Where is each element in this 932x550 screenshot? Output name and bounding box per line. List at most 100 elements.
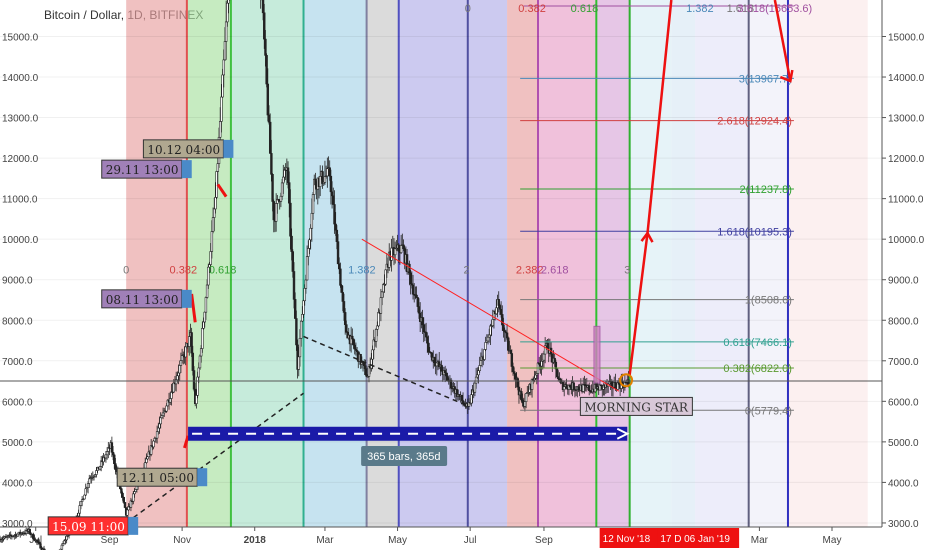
y-tick-label-left: 9000.0 bbox=[2, 276, 33, 287]
candle bbox=[298, 337, 302, 358]
candle bbox=[191, 352, 195, 371]
time-label-text: 15.09 11:00 bbox=[52, 520, 125, 534]
candle bbox=[379, 297, 383, 314]
candle bbox=[98, 466, 102, 470]
candle bbox=[159, 417, 162, 425]
x-tick-label: Sep bbox=[535, 535, 553, 546]
candle bbox=[328, 167, 331, 177]
fib-ext-level-label: 1.618(10195.3) bbox=[717, 226, 792, 238]
candle bbox=[289, 202, 292, 237]
candle bbox=[562, 386, 566, 391]
candle bbox=[161, 412, 165, 416]
fib-ext-level-label: 0(5779.4) bbox=[745, 405, 792, 417]
candle bbox=[135, 485, 139, 490]
candle bbox=[290, 235, 293, 252]
fib-time-band bbox=[126, 0, 187, 527]
candle bbox=[460, 394, 464, 401]
x-date-badge-label: 17 De bbox=[660, 534, 687, 545]
candle bbox=[461, 400, 465, 404]
candle bbox=[499, 309, 503, 315]
candle bbox=[271, 174, 274, 202]
candle bbox=[345, 324, 348, 333]
candle bbox=[426, 336, 429, 344]
entry-circle bbox=[619, 373, 634, 388]
candle bbox=[491, 319, 494, 326]
candle bbox=[39, 543, 42, 549]
candle bbox=[422, 324, 425, 333]
candle bbox=[377, 311, 380, 327]
candle bbox=[83, 494, 86, 500]
y-tick-label: 13000.0 bbox=[888, 114, 925, 125]
candle bbox=[190, 332, 193, 354]
candle bbox=[267, 114, 271, 123]
x-tick-label: Jul bbox=[464, 535, 477, 546]
candle bbox=[390, 247, 393, 261]
fib-time-band bbox=[303, 0, 367, 527]
candle bbox=[477, 370, 480, 376]
candle bbox=[179, 360, 183, 366]
resistance-trendline bbox=[361, 238, 620, 392]
candle bbox=[280, 182, 284, 197]
candle bbox=[520, 391, 523, 401]
pointer-arrow bbox=[183, 435, 190, 449]
candle bbox=[169, 398, 172, 403]
target-arrowhead bbox=[779, 69, 794, 83]
fib-time-band bbox=[538, 0, 597, 527]
candle bbox=[474, 376, 478, 384]
candle bbox=[176, 375, 179, 381]
fib-time-band bbox=[748, 0, 788, 527]
candle bbox=[32, 533, 35, 540]
fib-time-label: 2.382 bbox=[516, 265, 544, 277]
candle bbox=[268, 121, 272, 154]
candle bbox=[145, 458, 148, 463]
target-arrow bbox=[773, 0, 792, 82]
candle bbox=[572, 382, 575, 391]
candle bbox=[542, 353, 546, 361]
pointer-arrow bbox=[190, 293, 197, 323]
y-tick-label-left: 13000.0 bbox=[2, 114, 39, 125]
candle bbox=[299, 320, 303, 339]
candle bbox=[382, 284, 385, 293]
y-tick-label-left: 5000.0 bbox=[2, 438, 33, 449]
candle bbox=[370, 358, 373, 369]
candle bbox=[60, 544, 64, 550]
candle bbox=[110, 442, 114, 453]
x-date-badge bbox=[681, 528, 740, 548]
candle bbox=[266, 83, 270, 116]
fib-time-band bbox=[507, 0, 539, 527]
candle bbox=[111, 451, 115, 456]
candle bbox=[343, 312, 347, 325]
candle bbox=[311, 194, 315, 214]
candle bbox=[288, 182, 291, 204]
candle bbox=[339, 268, 342, 286]
fib-time-label: 2 bbox=[464, 265, 470, 277]
fib-time-label-top: 0.382 bbox=[518, 3, 546, 15]
candle bbox=[445, 372, 448, 377]
candle bbox=[197, 367, 200, 378]
range-bar-arrowhead bbox=[616, 427, 630, 440]
candle bbox=[77, 512, 80, 517]
y-tick-label: 11000.0 bbox=[888, 195, 924, 206]
candle bbox=[261, 0, 265, 14]
candle bbox=[178, 365, 181, 374]
candle bbox=[415, 294, 418, 298]
candle bbox=[440, 364, 443, 372]
candle bbox=[88, 478, 91, 484]
candle bbox=[476, 374, 479, 378]
candle bbox=[155, 431, 159, 439]
candle bbox=[297, 356, 300, 370]
candle bbox=[302, 300, 305, 315]
candle bbox=[203, 311, 206, 323]
candle bbox=[397, 244, 400, 252]
candle bbox=[132, 493, 135, 502]
candle bbox=[421, 317, 424, 326]
candle bbox=[304, 279, 308, 289]
candle bbox=[433, 357, 436, 364]
candle bbox=[196, 376, 199, 396]
time-label-tab bbox=[128, 516, 139, 535]
fib-time-label: 2.618 bbox=[541, 265, 569, 277]
x-tick-label: Mar bbox=[316, 535, 334, 546]
fib-time-band bbox=[695, 0, 749, 527]
fib-time-band bbox=[671, 0, 696, 527]
